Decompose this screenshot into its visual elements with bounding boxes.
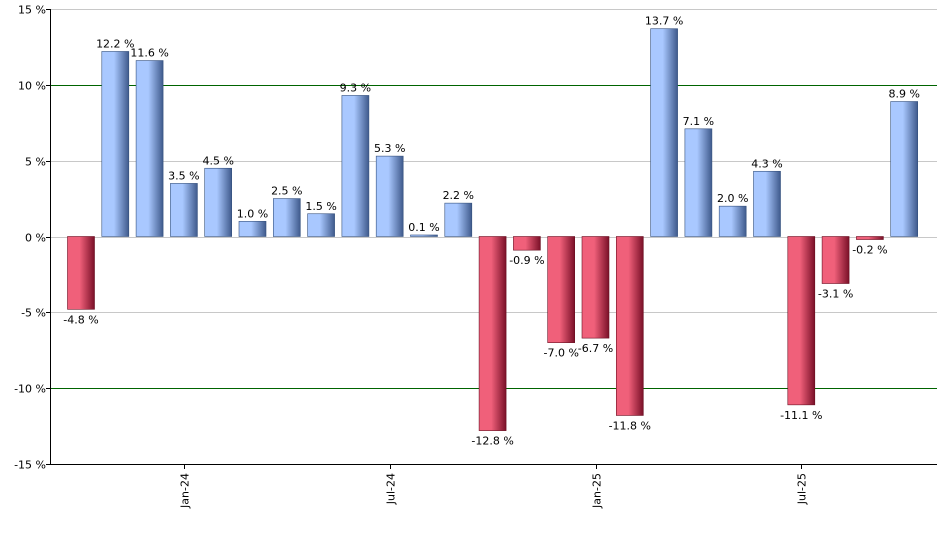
data-label: -12.8 % — [471, 435, 513, 448]
data-label: 5.3 % — [374, 142, 405, 155]
bar — [650, 28, 678, 237]
data-label: -4.8 % — [63, 313, 98, 326]
data-label: 2.5 % — [271, 185, 302, 198]
bar — [204, 167, 232, 237]
y-tick-label: 15 % — [18, 4, 46, 17]
bar — [170, 183, 198, 237]
bar — [547, 236, 576, 343]
bar — [615, 236, 644, 416]
y-tick-label: -5 % — [21, 307, 46, 320]
bar — [856, 236, 884, 240]
bar — [787, 236, 816, 406]
data-label: 8.9 % — [888, 88, 919, 101]
y-tick-label: 10 % — [18, 80, 46, 93]
bar — [272, 198, 301, 237]
x-tick-label: Jan-25 — [591, 473, 604, 509]
bar — [581, 236, 610, 339]
bar — [821, 236, 850, 284]
bar — [67, 236, 95, 310]
y-tick-label: 0 % — [25, 232, 46, 245]
bar — [375, 155, 404, 237]
bar — [718, 205, 747, 237]
data-label: 1.0 % — [237, 207, 268, 220]
bar — [890, 101, 919, 237]
bars — [67, 28, 919, 431]
data-label: 2.0 % — [717, 192, 748, 205]
bar — [478, 236, 507, 431]
x-tick-label: Jul-25 — [796, 473, 809, 505]
data-label: -11.8 % — [609, 419, 651, 432]
bar — [410, 234, 438, 237]
data-label: -7.0 % — [543, 347, 578, 360]
x-tick-label: Jul-24 — [385, 473, 398, 505]
bar — [341, 95, 370, 237]
data-label: -3.1 % — [818, 288, 853, 301]
data-label: 13.7 % — [645, 15, 683, 28]
data-label: 12.2 % — [96, 37, 134, 50]
data-label: 2.2 % — [443, 189, 474, 202]
bar — [684, 128, 713, 237]
y-tick-label: -15 % — [14, 459, 46, 472]
bar — [444, 202, 473, 237]
bar — [135, 60, 164, 237]
data-label: 7.1 % — [683, 115, 714, 128]
y-tick-label: 5 % — [25, 156, 46, 169]
bar — [101, 51, 130, 237]
data-label: -0.2 % — [852, 244, 887, 257]
bar — [307, 213, 335, 237]
y-tick-label: -10 % — [14, 383, 46, 396]
data-label: 4.5 % — [202, 154, 233, 167]
axes: 15 % 10 % 5 % 0 % -5 % -10 % -15 % Jan-24 Jul-24… — [14, 4, 937, 509]
data-label: 1.5 % — [305, 200, 336, 213]
bar — [238, 221, 267, 237]
data-label: -11.1 % — [780, 409, 822, 422]
data-label: 4.3 % — [751, 157, 782, 170]
bar — [753, 170, 781, 237]
bar — [513, 236, 541, 251]
x-tick-label: Jan-24 — [179, 473, 192, 509]
data-label: -0.9 % — [509, 254, 544, 267]
data-label: -6.7 % — [578, 342, 613, 355]
data-label: 3.5 % — [168, 169, 199, 182]
data-label: 9.3 % — [340, 81, 371, 94]
data-labels: -4.8 % 12.2 %11.6 % 3.5 %4.5 % 1.0 %2.5 %1.… — [63, 15, 920, 448]
data-label: 11.6 % — [130, 47, 168, 60]
data-label: 0.1 % — [408, 221, 439, 234]
